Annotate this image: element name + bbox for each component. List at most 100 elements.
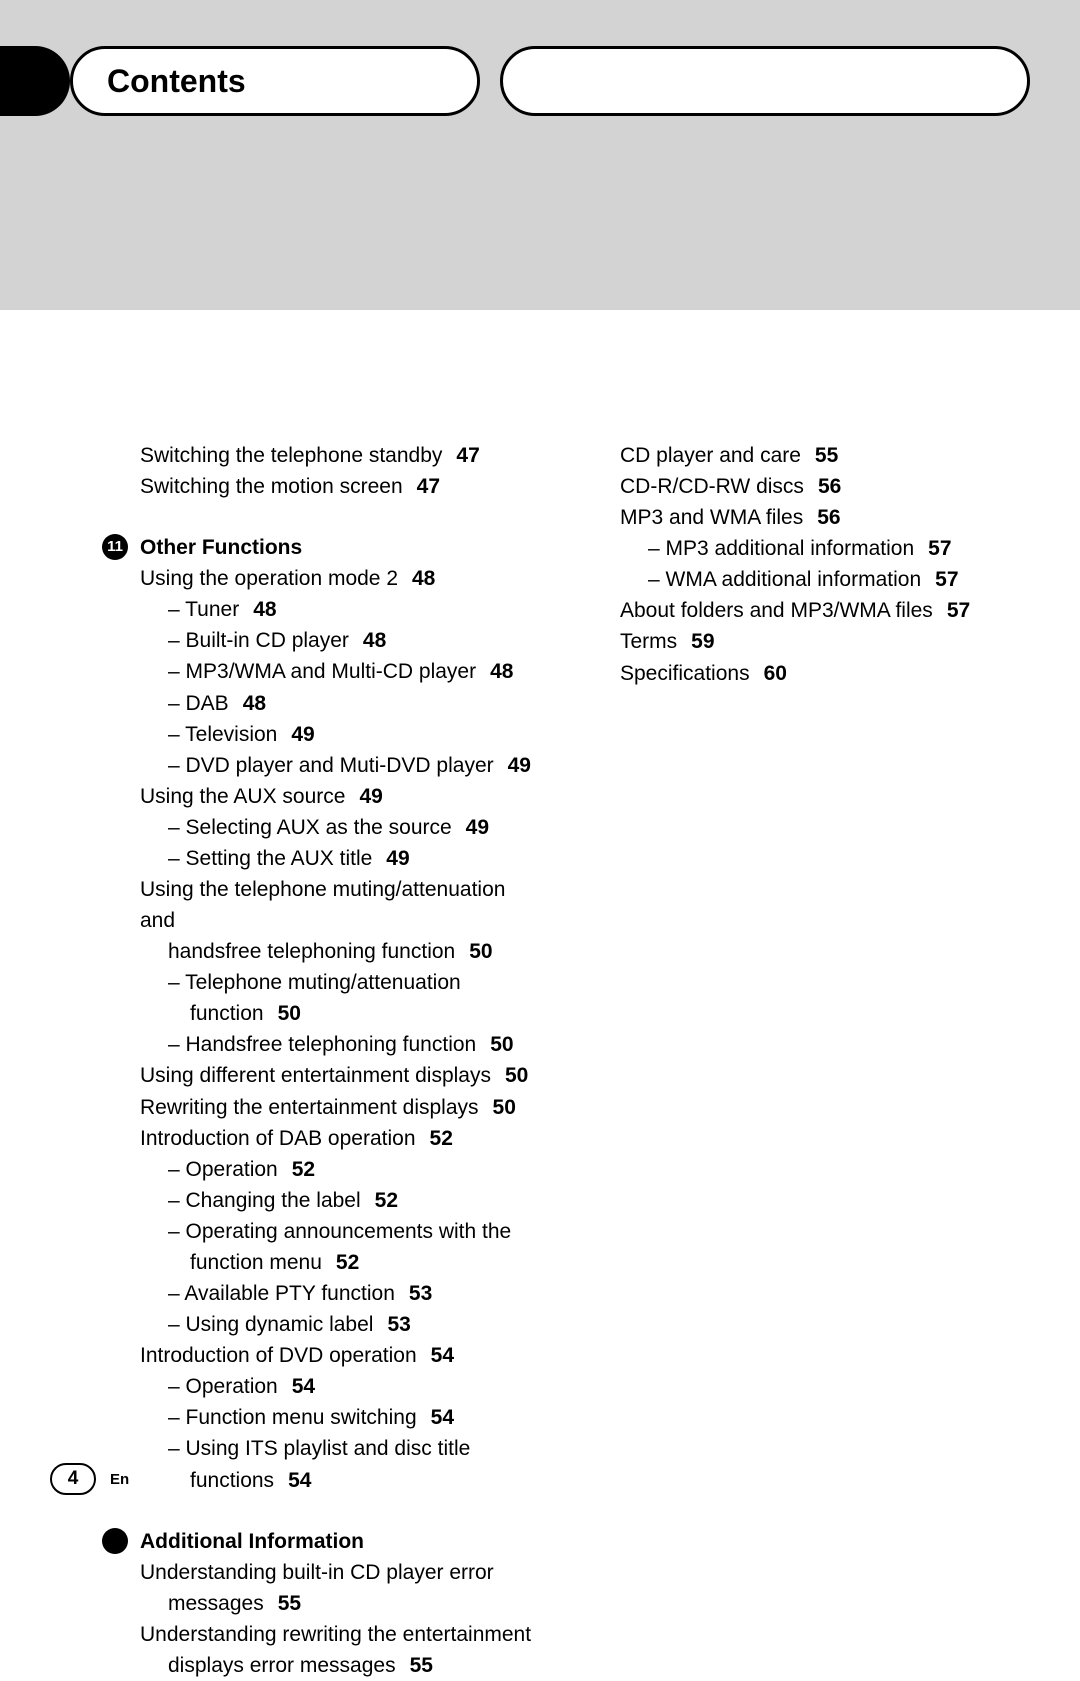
toc-page-ref: 50 [278,1002,301,1025]
toc-entry: – Setting the AUX title49 [90,843,540,874]
toc-page-ref: 57 [935,568,958,591]
toc-entry: Understanding rewriting the entertainmen… [90,1619,540,1650]
toc-entry: – DVD player and Muti-DVD player49 [90,750,540,781]
toc-entry-text: Rewriting the entertainment displays [140,1096,479,1119]
toc-entry: Using the telephone muting/attenuation a… [90,874,540,936]
toc-entry-text: Understanding built-in CD player error [140,1561,494,1584]
header-tab [0,46,70,116]
toc-page-ref: 49 [291,723,314,746]
toc-entry-text: displays error messages [168,1654,396,1677]
toc-entry: function menu 52 [90,1247,540,1278]
toc-page-ref: 48 [363,629,386,652]
toc-entry-text: About folders and MP3/WMA files [620,599,933,622]
toc-entry: functions 54 [90,1465,540,1496]
toc-entry-text: – Changing the label [168,1189,361,1212]
section-bullet-icon [102,1528,128,1554]
toc-entry: Understanding built-in CD player error [90,1557,540,1588]
toc-page-ref: 49 [359,785,382,808]
toc-entry-text: – MP3 additional information [648,537,914,560]
toc-page-ref: 56 [818,475,841,498]
toc-entry-text: – Available PTY function [168,1282,395,1305]
toc-entry: – MP3/WMA and Multi-CD player48 [90,656,540,687]
toc-page-ref: 55 [278,1592,301,1615]
toc-entry-text: function menu [190,1251,322,1274]
toc-page-ref: 54 [431,1344,454,1367]
toc-page-ref: 59 [691,630,714,653]
toc-page-ref: 60 [764,662,787,685]
toc-section-header: 11 Other Functions [90,532,540,563]
toc-page-ref: 56 [817,506,840,529]
toc-entry-text: Introduction of DVD operation [140,1344,417,1367]
toc-page-ref: 52 [336,1251,359,1274]
toc-entry-text: – Tuner [168,598,239,621]
toc-page-ref: 48 [412,567,435,590]
toc-entry: – Operating announcements with the [90,1216,540,1247]
toc-entry-text: – Telephone muting/attenuation [168,971,461,994]
toc-entry-text: Switching the motion screen [140,475,403,498]
toc-entry-text: Introduction of DAB operation [140,1127,416,1150]
toc-entry-text: Terms [620,630,677,653]
toc-page-ref: 52 [375,1189,398,1212]
page-number-text: 4 [68,1468,79,1490]
toc-page-ref: 50 [490,1033,513,1056]
toc-column-right: CD player and care55 CD-R/CD-RW discs 56 MP… [570,440,1020,1681]
toc-page-ref: 49 [508,754,531,777]
toc-page-ref: 48 [243,692,266,715]
toc-page-ref: 52 [430,1127,453,1150]
toc-entry: messages 55 [90,1588,540,1619]
toc-entry-text: handsfree telephoning function [168,940,455,963]
toc-entry-text: – Using dynamic label [168,1313,373,1336]
toc-entry: Introduction of DVD operation 54 [90,1340,540,1371]
toc-entry-text: – WMA additional information [648,568,921,591]
toc-entry: Terms 59 [570,626,1020,657]
toc-entry-text: – Function menu switching [168,1406,417,1429]
toc-entry: – Handsfree telephoning function50 [90,1029,540,1060]
toc-page-ref: 55 [410,1654,433,1677]
toc-entry-text: Using the operation mode 2 [140,567,398,590]
page-language: En [110,1471,129,1488]
toc-page-ref: 55 [815,444,838,467]
toc-column-left: Switching the telephone standby47Switchi… [90,440,540,1681]
toc-entry: handsfree telephoning function 50 [90,936,540,967]
toc-entry-text: functions [190,1469,274,1492]
section-number-icon: 11 [102,534,128,560]
header-pill-right [500,46,1030,116]
toc-section-title: Additional Information [140,1530,364,1553]
page-footer: 4 En [50,1463,129,1495]
toc-entry-text: messages [168,1592,264,1615]
toc-entry: – WMA additional information 57 [570,564,1020,595]
toc-page-ref: 50 [493,1096,516,1119]
toc-entry: – Tuner48 [90,594,540,625]
toc-page-ref: 57 [947,599,970,622]
toc-entry: Using different entertainment displays50 [90,1060,540,1091]
toc-entry: – Television 49 [90,719,540,750]
toc-entry-text: – Television [168,723,277,746]
toc-section-title: Other Functions [140,536,302,559]
toc-page-ref: 48 [490,660,513,683]
toc-entry: – Using ITS playlist and disc title [90,1433,540,1464]
toc-entry: – Available PTY function53 [90,1278,540,1309]
toc-entry: – DAB48 [90,688,540,719]
toc-entry: Using the operation mode 2 48 [90,563,540,594]
toc-entry-text: – Built-in CD player [168,629,349,652]
toc-section-header: Additional Information [90,1526,540,1557]
toc-entry: Switching the motion screen 47 [90,471,540,502]
toc-entry: CD-R/CD-RW discs 56 [570,471,1020,502]
toc-entry: About folders and MP3/WMA files 57 [570,595,1020,626]
toc-entry-text: Switching the telephone standby [140,444,442,467]
toc-page-ref: 50 [469,940,492,963]
toc-entry: function50 [90,998,540,1029]
toc-entry-text: Using the telephone muting/attenuation a… [140,878,505,932]
toc-page-ref: 47 [417,475,440,498]
toc-entry: Introduction of DAB operation 52 [90,1123,540,1154]
toc-entry: CD player and care55 [570,440,1020,471]
toc-entry-text: CD-R/CD-RW discs [620,475,804,498]
toc-entry: displays error messages 55 [90,1650,540,1681]
toc-entry: – Function menu switching54 [90,1402,540,1433]
toc-page-ref: 47 [456,444,479,467]
toc-body: Switching the telephone standby47Switchi… [90,440,1020,1681]
toc-entry: – Changing the label 52 [90,1185,540,1216]
toc-entry-text: MP3 and WMA files [620,506,803,529]
toc-page-ref: 54 [288,1469,311,1492]
toc-page-ref: 50 [505,1064,528,1087]
